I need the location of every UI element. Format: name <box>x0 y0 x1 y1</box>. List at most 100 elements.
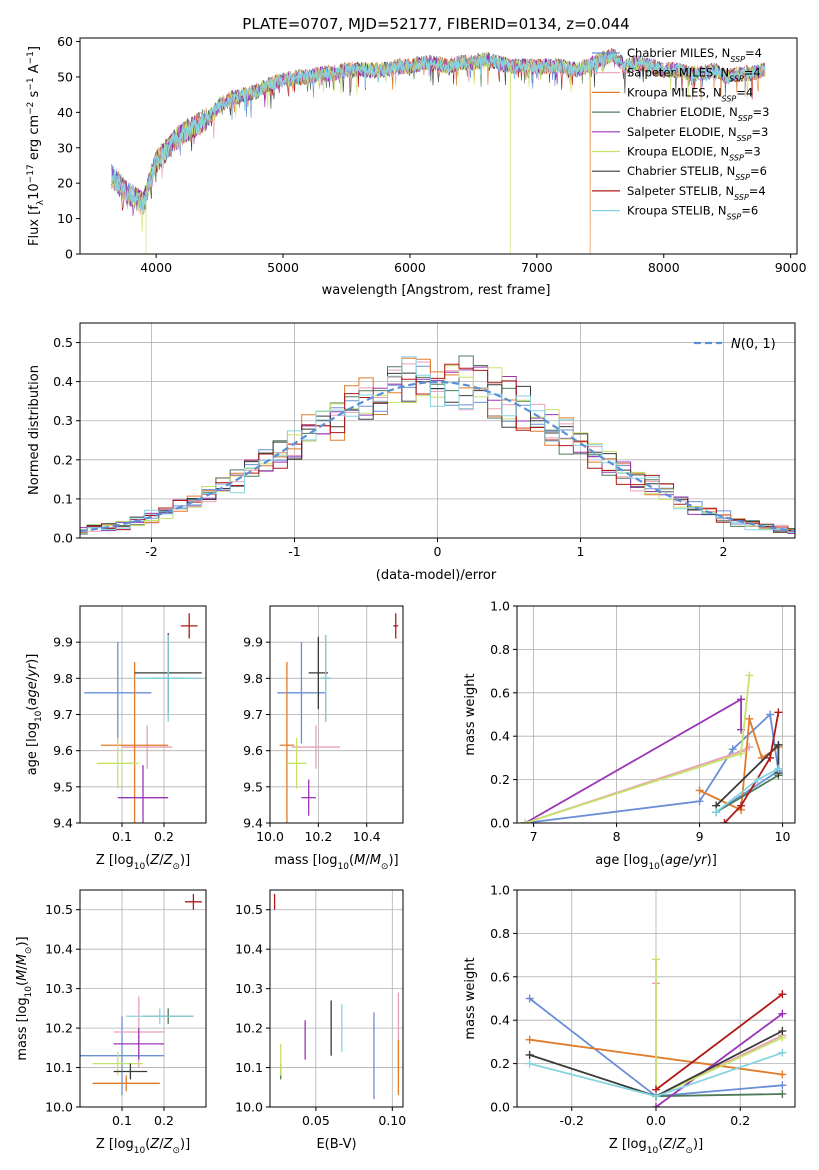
y-tick-label: 10.5 <box>45 902 73 917</box>
y-tick-label: 9.7 <box>53 707 73 722</box>
z-weight-axes: -0.2 0.0 0.2 0.0 0.2 0.4 0.6 0.8 1.0 Z [log10(Z/Z… <box>463 883 796 1156</box>
legend-label: Salpeter MILES, NSSP=4 <box>627 66 761 84</box>
y-axis-label: mass weight <box>463 673 478 755</box>
spectrum-line <box>111 49 766 254</box>
x-tick-label: 8000 <box>648 260 680 275</box>
y-tick-label: 0.8 <box>490 642 510 657</box>
x-tick-label: 7000 <box>521 260 553 275</box>
weight-marker <box>745 671 754 680</box>
y-tick-label: 9.7 <box>243 707 263 722</box>
x-tick-label: 0.2 <box>154 829 174 844</box>
y-tick-label: 0.2 <box>53 452 73 467</box>
errorbar-point <box>180 613 198 639</box>
y-tick-label: 10.1 <box>45 1060 73 1075</box>
errorbar-point <box>277 642 326 744</box>
y-tick-label: 20 <box>57 176 73 191</box>
weight-marker <box>737 695 746 704</box>
weight-series <box>652 990 787 1094</box>
errorbar-point <box>134 634 202 722</box>
y-tick-label: 10.2 <box>235 1021 263 1036</box>
x-tick-label: 9 <box>696 829 704 844</box>
x-tick-label: 10.4 <box>353 829 381 844</box>
weight-marker <box>521 819 530 823</box>
z-weight-plot-area <box>525 955 787 1107</box>
weight-marker <box>778 1009 787 1018</box>
y-tick-label: 0.0 <box>490 1100 510 1115</box>
weight-marker <box>778 1089 787 1098</box>
residuals-axes: -2 -1 0 1 2 0.0 0.1 0.2 0.3 0.4 0.5 (data-model)/er… <box>27 322 796 583</box>
x-tick-label: 2 <box>720 544 728 559</box>
z-mass-axes: 0.1 0.2 10.0 10.1 10.2 10.3 10.4 10.5 Z [log10(Z… <box>15 889 207 1156</box>
errorbar-point <box>92 1075 160 1092</box>
x-tick-label: 0.1 <box>112 1113 132 1128</box>
x-tick-label: 0.2 <box>154 1113 174 1128</box>
x-axis-label: E(B-V) <box>316 1137 356 1152</box>
x-tick-label: 8 <box>613 829 621 844</box>
x-axis-label: wavelength [Angstrom, rest frame] <box>322 283 551 298</box>
x-tick-label: 10.2 <box>304 829 332 844</box>
weight-series <box>652 1009 787 1107</box>
x-tick-label: 4000 <box>140 260 172 275</box>
errorbar-point <box>286 738 307 789</box>
x-axis-label: Z [log10(Z/Z⊙)] <box>96 853 190 872</box>
errorbar-point <box>84 642 152 744</box>
errorbar-point <box>101 662 169 823</box>
errorbar-point <box>113 1028 164 1060</box>
y-tick-label: 9.5 <box>53 779 73 794</box>
z-mass-plot-area <box>80 893 202 1096</box>
y-tick-label: 0.0 <box>53 531 73 546</box>
y-tick-label: 9.5 <box>243 779 263 794</box>
y-tick-label: 0.4 <box>490 1013 510 1028</box>
weight-marker <box>778 1070 787 1079</box>
mass-age-plot-area <box>277 613 399 823</box>
y-tick-label: 1.0 <box>490 883 510 898</box>
errorbar-point <box>117 765 169 823</box>
y-tick-label: 9.9 <box>53 635 73 650</box>
spectrum-plot-area <box>111 47 766 254</box>
legend-label: Salpeter ELODIE, NSSP=3 <box>627 125 768 143</box>
y-tick-label: 9.4 <box>243 816 263 831</box>
y-tick-label: 9.9 <box>243 635 263 650</box>
ebv-mass-axes: 0.05 0.10 10.0 10.1 10.2 10.3 10.4 10.5 E(B-V) <box>235 889 406 1152</box>
age-weight-axes: 7 8 9 10 0.0 0.2 0.4 0.6 0.8 1.0 age [log10(age/yr… <box>463 599 796 872</box>
y-tick-label: 40 <box>57 105 73 120</box>
errorbar-point <box>96 738 139 789</box>
weight-marker <box>737 801 746 810</box>
legend-label: Kroupa ELODIE, NSSP=3 <box>627 145 761 163</box>
y-tick-label: 9.8 <box>243 671 263 686</box>
axes-frame <box>79 889 207 1108</box>
errorbar-point <box>80 1016 164 1096</box>
y-tick-label: 0.5 <box>53 335 73 350</box>
y-tick-label: 0.8 <box>490 926 510 941</box>
errorbar-point <box>291 725 341 769</box>
weight-marker <box>695 786 704 795</box>
y-tick-label: 0.1 <box>53 491 73 506</box>
weight-marker <box>525 1050 534 1059</box>
y-tick-label: 1.0 <box>490 599 510 614</box>
y-tick-label: 10.3 <box>235 981 263 996</box>
y-axis-label: Normed distribution <box>27 365 42 495</box>
legend-label: Chabrier ELODIE, NSSP=3 <box>627 105 769 123</box>
weight-marker <box>525 1035 534 1044</box>
y-tick-label: 0.2 <box>490 1056 510 1071</box>
x-tick-label: -1 <box>288 544 300 559</box>
weight-marker <box>778 1048 787 1057</box>
axes-frame <box>79 37 798 255</box>
weight-marker <box>778 990 787 999</box>
errorbar-point <box>122 725 173 769</box>
y-tick-label: 0.4 <box>53 374 73 389</box>
y-tick-label: 0 <box>65 247 73 262</box>
x-tick-label: 0.10 <box>378 1113 406 1128</box>
y-tick-label: 9.6 <box>243 743 263 758</box>
x-tick-label: 10.0 <box>256 829 284 844</box>
y-axis-label: Flux [fλ10−17 erg cm−2 s−1 A−1] <box>26 46 46 246</box>
residuals-plot-area <box>80 355 795 535</box>
weight-marker <box>525 994 534 1003</box>
weight-series <box>712 764 783 817</box>
axes-frame <box>269 889 404 1108</box>
errorbar-point <box>308 636 329 710</box>
weight-series <box>521 743 754 823</box>
x-tick-label: 10 <box>775 829 791 844</box>
errorbar-point <box>113 1063 148 1080</box>
